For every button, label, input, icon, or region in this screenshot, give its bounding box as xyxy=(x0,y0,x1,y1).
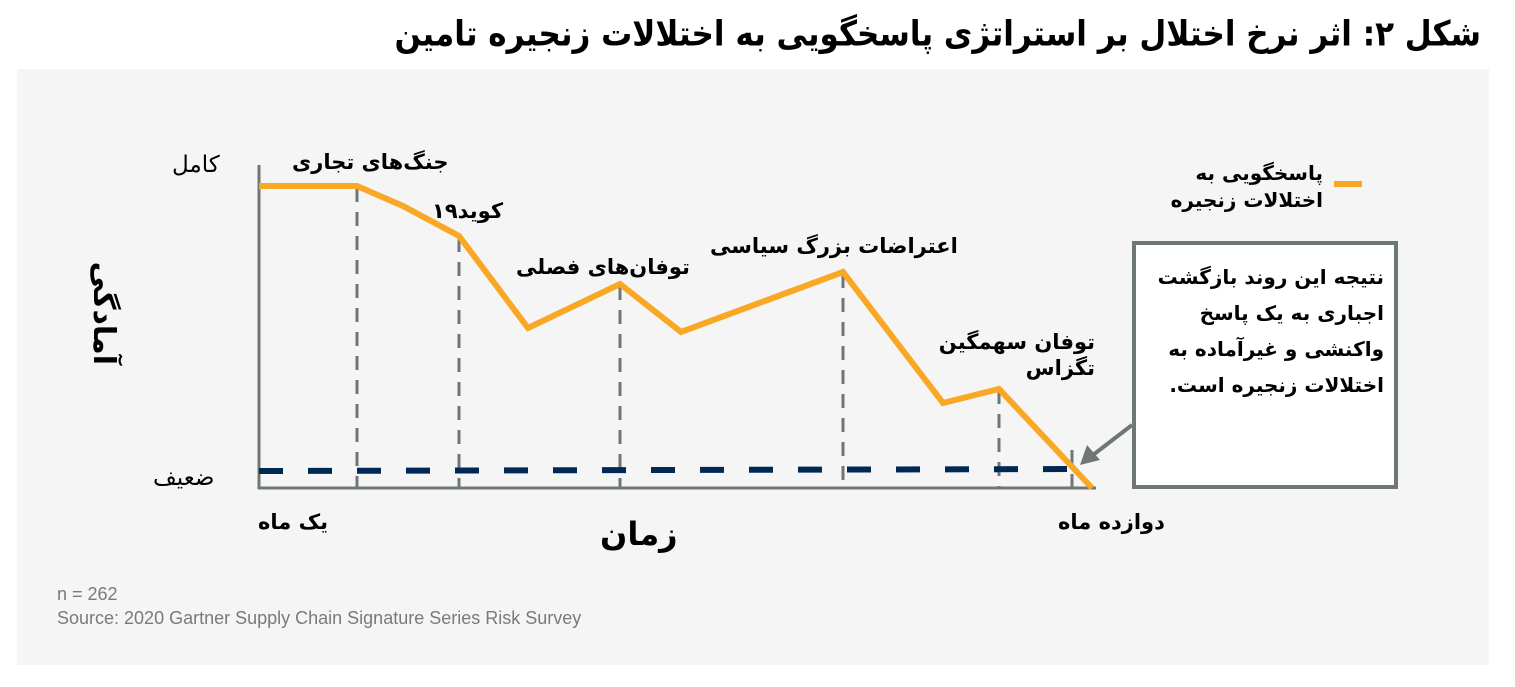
callout-arrow xyxy=(1080,423,1134,465)
weak-baseline-dashed xyxy=(258,466,1076,474)
event-label-texas-storm-line2: تگزاس xyxy=(1025,356,1095,380)
y-axis-title: آمادگی xyxy=(86,261,121,365)
event-label-texas-storm: توفان سهمگین تگزاس xyxy=(932,330,1095,380)
legend-label-line1: پاسخگویی به xyxy=(1195,161,1323,185)
event-label-political-protests: اعتراضات بزرگ سیاسی xyxy=(710,234,958,258)
x-axis-title: زمان xyxy=(600,515,678,553)
event-label-texas-storm-line1: توفان سهمگین xyxy=(938,330,1095,354)
legend-label-line2: اختلالات زنجیره xyxy=(1170,188,1323,212)
legend-label: پاسخگویی به اختلالات زنجیره xyxy=(1171,160,1323,214)
footnote-n: n = 262 xyxy=(57,584,118,604)
footnote-source: Source: 2020 Gartner Supply Chain Signat… xyxy=(57,608,582,628)
event-label-seasonal-storms: توفان‌های فصلی xyxy=(516,255,690,279)
callout-text: نتیجه این روند بازگشت اجباری به یک پاسخ … xyxy=(1157,265,1384,397)
chart-title: شکل ۲: اثر نرخ اختلال بر استراتژی پاسخگو… xyxy=(394,14,1481,55)
response-line xyxy=(259,183,1095,491)
event-label-trade-wars: جنگ‌های تجاری xyxy=(292,150,449,174)
y-bottom-label: ضعیف xyxy=(153,465,215,491)
y-top-label: کامل xyxy=(172,152,220,178)
x-end-label: دوازده ماه xyxy=(1058,510,1165,534)
legend-swatch-icon xyxy=(1334,181,1362,187)
event-label-covid19: کوید۱۹ xyxy=(432,199,504,223)
callout-box: نتیجه این روند بازگشت اجباری به یک پاسخ … xyxy=(1132,241,1398,489)
x-start-label: یک ماه xyxy=(258,510,328,534)
